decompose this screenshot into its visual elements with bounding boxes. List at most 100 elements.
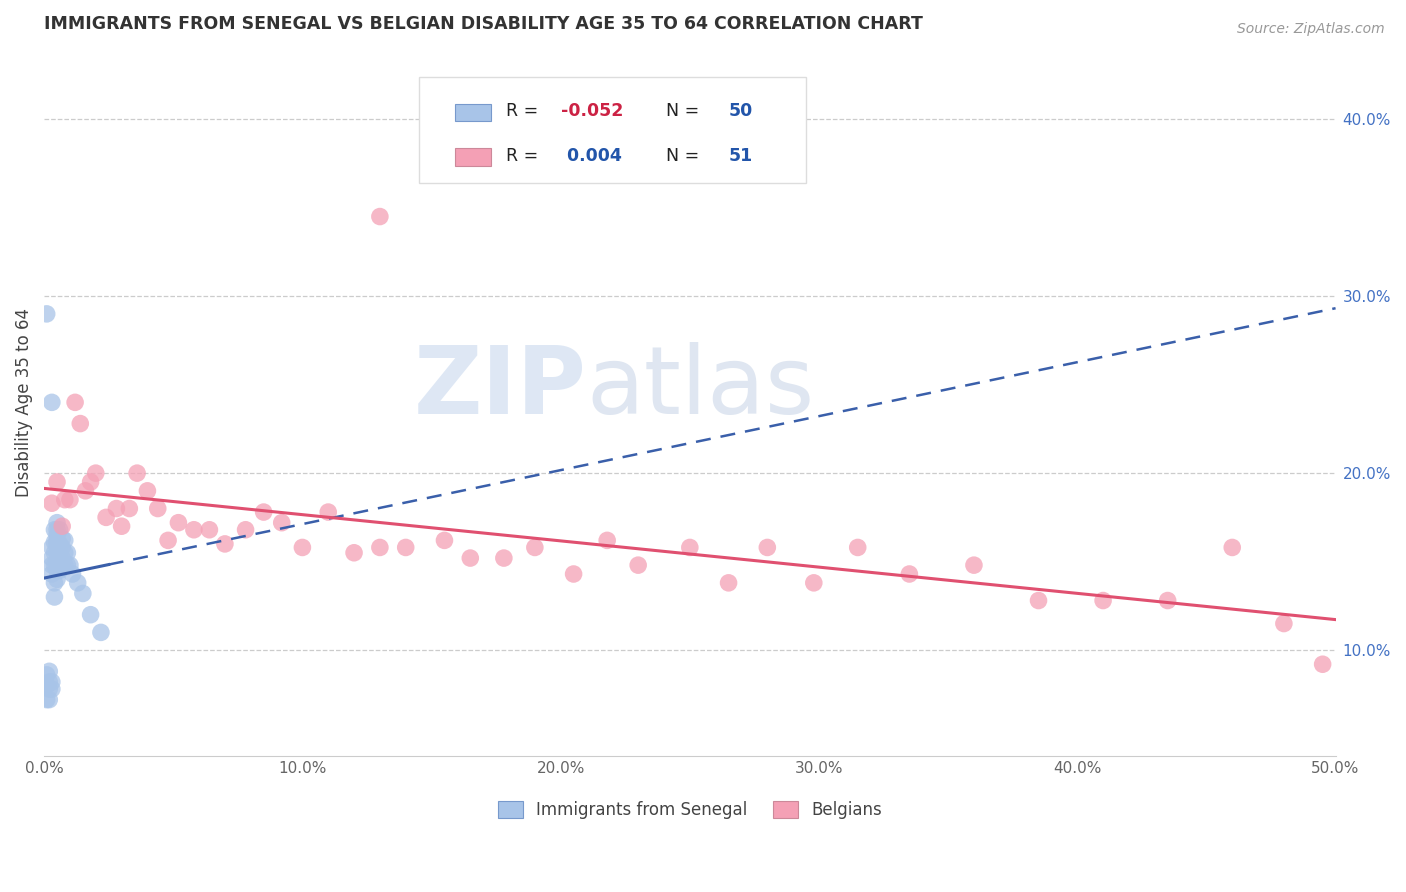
Point xyxy=(46,537,69,551)
Point xyxy=(679,541,702,555)
Point xyxy=(46,533,69,548)
Point xyxy=(53,546,76,560)
Point xyxy=(492,551,515,566)
Point xyxy=(562,566,585,581)
Point xyxy=(627,558,650,573)
Text: R =: R = xyxy=(506,103,544,120)
Point xyxy=(38,675,60,690)
Point xyxy=(53,558,76,573)
Point xyxy=(75,483,97,498)
Point xyxy=(62,566,84,581)
Point xyxy=(63,395,86,409)
Point xyxy=(41,395,63,409)
Point xyxy=(1092,593,1115,607)
Point xyxy=(717,575,740,590)
Point xyxy=(167,516,190,530)
Point xyxy=(1220,541,1243,555)
Point xyxy=(35,692,58,706)
Point xyxy=(79,475,101,489)
Point xyxy=(395,541,418,555)
Point xyxy=(44,523,66,537)
Point xyxy=(146,501,169,516)
Point xyxy=(46,528,69,542)
Point xyxy=(46,516,69,530)
Point xyxy=(46,564,69,578)
Text: R =: R = xyxy=(506,146,544,165)
Point xyxy=(56,558,79,573)
Point xyxy=(756,541,779,555)
Point xyxy=(35,678,58,692)
Point xyxy=(46,475,69,489)
Point xyxy=(51,558,73,573)
Text: 50: 50 xyxy=(728,103,752,120)
Point xyxy=(90,625,112,640)
Point xyxy=(44,535,66,549)
Point xyxy=(596,533,619,548)
Point xyxy=(110,519,132,533)
Point xyxy=(316,505,339,519)
Point xyxy=(118,501,141,516)
Text: -0.052: -0.052 xyxy=(561,103,623,120)
Text: Source: ZipAtlas.com: Source: ZipAtlas.com xyxy=(1237,22,1385,37)
Point xyxy=(79,607,101,622)
Point xyxy=(343,546,366,560)
Bar xyxy=(454,103,491,121)
Point xyxy=(51,519,73,533)
Text: 0.004: 0.004 xyxy=(561,146,621,165)
Text: IMMIGRANTS FROM SENEGAL VS BELGIAN DISABILITY AGE 35 TO 64 CORRELATION CHART: IMMIGRANTS FROM SENEGAL VS BELGIAN DISAB… xyxy=(44,15,922,33)
Point xyxy=(198,523,221,537)
Point xyxy=(963,558,986,573)
Point xyxy=(105,501,128,516)
Point xyxy=(44,590,66,604)
Point xyxy=(136,483,159,498)
Point xyxy=(270,516,292,530)
Point xyxy=(1272,616,1295,631)
Point xyxy=(523,541,546,555)
Point xyxy=(433,533,456,548)
Point xyxy=(56,546,79,560)
Point xyxy=(38,681,60,696)
Point xyxy=(59,558,82,573)
Point xyxy=(41,558,63,573)
Point xyxy=(48,555,70,569)
Point xyxy=(48,546,70,560)
Point xyxy=(41,541,63,555)
Point xyxy=(846,541,869,555)
Point xyxy=(59,492,82,507)
Point xyxy=(38,692,60,706)
Point xyxy=(35,668,58,682)
Point xyxy=(368,541,391,555)
Point xyxy=(253,505,276,519)
Point xyxy=(41,675,63,690)
Text: ZIP: ZIP xyxy=(413,343,586,434)
Point xyxy=(94,510,117,524)
Point xyxy=(69,417,91,431)
Point xyxy=(183,523,205,537)
Point xyxy=(803,575,825,590)
Point xyxy=(66,575,89,590)
Point xyxy=(1312,657,1334,672)
Point xyxy=(51,532,73,546)
Point xyxy=(38,665,60,679)
Point xyxy=(44,546,66,560)
Text: N =: N = xyxy=(655,146,704,165)
Point xyxy=(46,572,69,586)
Point xyxy=(44,575,66,590)
Point xyxy=(35,307,58,321)
FancyBboxPatch shape xyxy=(419,77,806,183)
Point xyxy=(127,466,149,480)
Point xyxy=(48,523,70,537)
Legend: Immigrants from Senegal, Belgians: Immigrants from Senegal, Belgians xyxy=(491,794,889,826)
Text: atlas: atlas xyxy=(586,343,814,434)
Point xyxy=(53,533,76,548)
Point xyxy=(41,551,63,566)
Point xyxy=(157,533,180,548)
Point xyxy=(51,551,73,566)
Point xyxy=(46,555,69,569)
Point xyxy=(458,551,481,566)
Text: N =: N = xyxy=(655,103,704,120)
Point xyxy=(368,210,391,224)
Bar xyxy=(454,148,491,166)
Point xyxy=(72,586,94,600)
Point xyxy=(41,681,63,696)
